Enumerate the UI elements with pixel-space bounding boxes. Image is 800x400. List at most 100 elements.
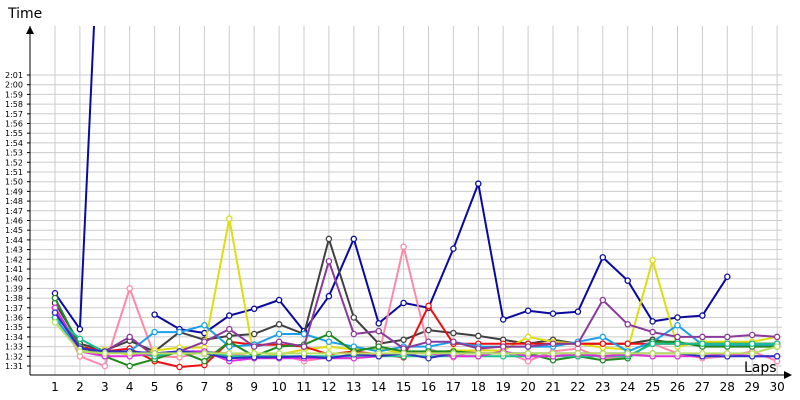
x-tick-label: 27 (695, 380, 710, 394)
x-tick-label: 26 (670, 380, 685, 394)
y-tick-label: 1:33 (5, 343, 23, 352)
data-point (624, 340, 631, 347)
data-point (574, 340, 582, 347)
x-tick-label: 24 (620, 380, 635, 394)
data-point (275, 338, 283, 345)
data-point (325, 257, 333, 265)
y-tick-label: 1:58 (5, 100, 23, 109)
series-line (54, 316, 778, 355)
data-point (499, 316, 507, 323)
data-point (549, 350, 557, 357)
data-point (549, 340, 557, 347)
data-point (350, 235, 358, 243)
data-point (201, 322, 208, 329)
x-tick-label: 7 (201, 380, 209, 394)
data-point (475, 332, 482, 340)
data-point (674, 322, 681, 329)
data-point (226, 332, 233, 340)
data-point (524, 350, 532, 357)
data-point (375, 320, 382, 327)
y-tick-label: 1:43 (5, 246, 23, 255)
y-tick-label: 1:55 (5, 129, 23, 138)
x-axis-title: Laps (744, 360, 777, 376)
y-tick-label: 1:46 (5, 217, 23, 226)
x-tick-label: 19 (496, 380, 511, 394)
data-point (699, 333, 706, 341)
data-point (325, 350, 333, 357)
x-tick-label: 22 (570, 380, 585, 394)
data-point (524, 307, 532, 314)
data-point (126, 350, 133, 357)
x-tick-label: 16 (421, 380, 436, 394)
data-point (400, 299, 407, 307)
y-tick-label: 1:42 (5, 255, 23, 264)
data-point (151, 350, 158, 357)
data-point (76, 348, 84, 355)
data-point (499, 350, 507, 357)
data-point (649, 328, 656, 336)
data-point (375, 350, 382, 357)
data-point (250, 350, 258, 357)
data-point (226, 325, 233, 333)
data-point (724, 273, 731, 281)
data-point (773, 333, 781, 341)
data-point (250, 305, 258, 313)
data-point (624, 321, 631, 328)
x-tick-label: 9 (250, 380, 258, 394)
x-tick-label: 23 (595, 380, 610, 394)
data-point (325, 292, 333, 300)
data-point (325, 330, 333, 338)
data-point (649, 350, 656, 357)
data-point (699, 312, 706, 319)
y-tick-label: 1:47 (5, 207, 23, 216)
y-tick-label: 1:51 (5, 168, 23, 177)
data-point (300, 350, 308, 357)
x-tick-label: 13 (346, 380, 361, 394)
data-point (649, 318, 656, 325)
data-point (748, 331, 756, 339)
data-point (250, 343, 258, 350)
y-axis-arrow (26, 26, 34, 34)
x-tick-labels: 1 2 3 4 5 6 7 8 9 10 11 12 13 14 15 16 17 18 19 20 21 22 23 24 2… (51, 380, 785, 394)
data-point (126, 362, 133, 370)
data-point (524, 333, 532, 341)
data-point (350, 330, 358, 338)
data-point (226, 350, 233, 357)
x-tick-label: 29 (745, 380, 760, 394)
data-point (699, 350, 706, 357)
data-point (400, 243, 407, 250)
x-tick-label: 25 (645, 380, 660, 394)
data-point (475, 180, 482, 187)
series-line (54, 245, 778, 367)
y-tick-label: 1:34 (5, 333, 23, 342)
x-tick-label: 2 (76, 380, 84, 394)
data-point (599, 340, 607, 347)
data-point (599, 296, 607, 304)
data-point (674, 340, 681, 347)
data-point (748, 350, 756, 357)
data-point (574, 350, 582, 357)
y-tick-label: 2:01 (5, 71, 23, 80)
x-tick-label: 6 (176, 380, 184, 394)
series-group (51, 26, 781, 371)
data-point (375, 327, 382, 335)
x-tick-label: 18 (471, 380, 486, 394)
data-point (151, 328, 158, 336)
data-point (475, 350, 482, 357)
data-point (226, 312, 233, 319)
y-tick-labels: 1:311:321:331:341:351:361:371:381:391:40… (5, 71, 30, 371)
data-point (201, 338, 208, 345)
x-tick-label: 14 (371, 380, 386, 394)
data-point (275, 321, 283, 328)
data-point (400, 350, 407, 357)
data-point (325, 338, 333, 345)
data-point (275, 330, 283, 338)
data-point (325, 235, 333, 243)
y-axis-title: Time (7, 6, 42, 22)
x-tick-label: 20 (520, 380, 535, 394)
x-tick-label: 4 (126, 380, 134, 394)
x-tick-label: 10 (271, 380, 286, 394)
y-tick-label: 1:54 (5, 139, 23, 148)
data-point (350, 350, 358, 357)
data-point (51, 309, 59, 316)
